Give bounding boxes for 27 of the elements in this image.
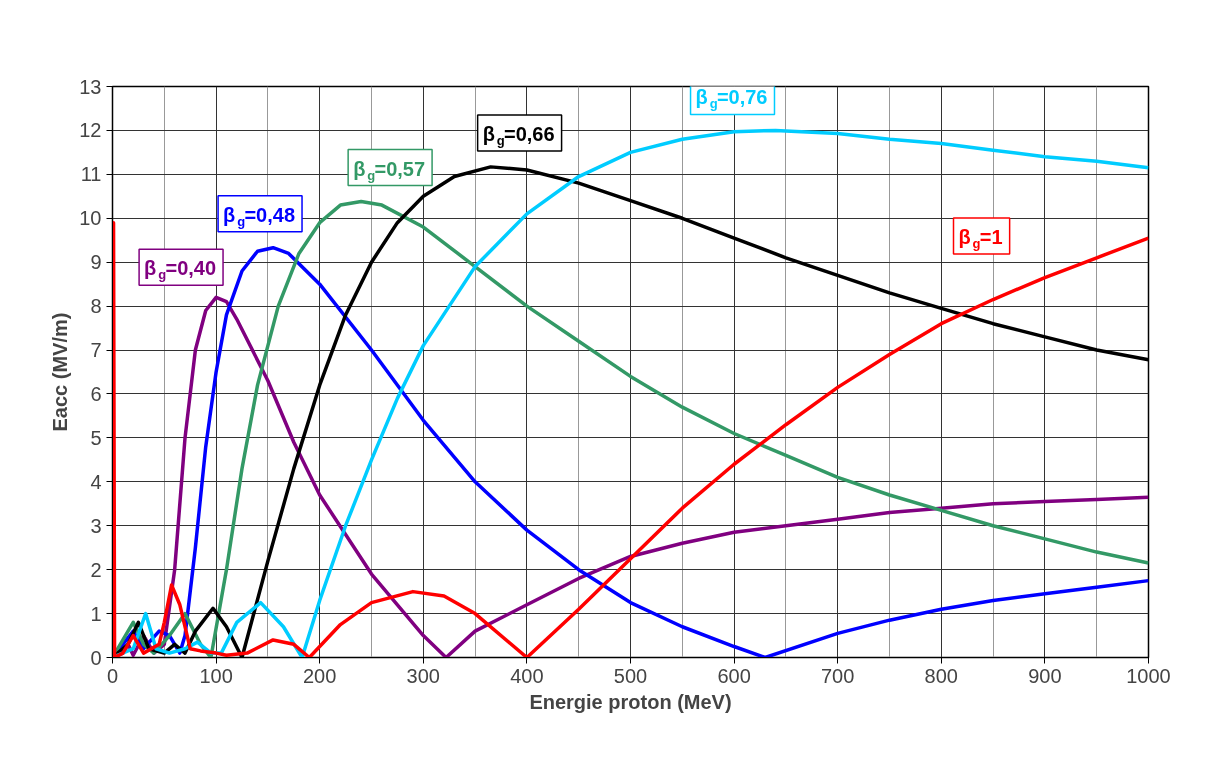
x-tick-label: 900 — [1028, 664, 1062, 687]
x-tick-label: 200 — [303, 664, 337, 687]
y-tick-label: 8 — [90, 295, 102, 318]
y-tick-label: 9 — [90, 251, 102, 274]
x-tick-label: 0 — [106, 664, 119, 687]
x-tick-label: 700 — [821, 664, 855, 687]
x-tick-label: 500 — [613, 664, 648, 687]
y-tick-label: 11 — [80, 163, 102, 186]
y-tick-label: 1 — [90, 602, 102, 625]
x-tick-label: 600 — [717, 664, 751, 687]
y-tick-label: 2 — [90, 558, 102, 581]
y-axis-title: Eacc (MV/m) — [49, 312, 72, 432]
y-tick-label: 5 — [90, 426, 102, 449]
y-tick-label: 4 — [90, 470, 102, 493]
y-tick-label: 12 — [79, 119, 102, 142]
x-tick-label: 800 — [924, 664, 958, 687]
y-tick-label: 10 — [79, 207, 102, 230]
x-tick-label: 300 — [406, 664, 440, 687]
y-tick-label: 3 — [90, 514, 102, 537]
x-tick-label: 1000 — [1126, 664, 1171, 687]
y-tick-label: 6 — [90, 382, 102, 405]
y-tick-label: 0 — [90, 646, 102, 669]
x-tick-label: 400 — [510, 664, 544, 687]
y-tick-label: 13 — [79, 75, 102, 98]
x-tick-label: 100 — [199, 664, 233, 687]
y-tick-label: 7 — [90, 339, 102, 362]
x-axis-title: Energie proton (MeV) — [529, 690, 732, 713]
